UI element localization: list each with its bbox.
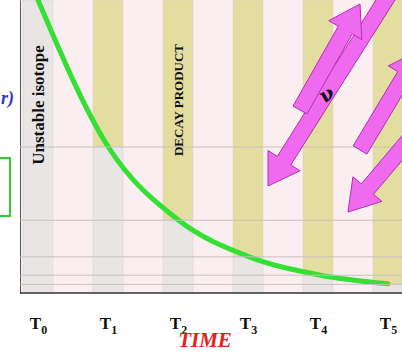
- x-axis-title: TIME: [178, 328, 232, 352]
- grid-line: [20, 256, 402, 257]
- x-tick: T0: [30, 293, 47, 337]
- x-tick: T3: [240, 293, 257, 337]
- y-tick: [20, 275, 402, 276]
- x-tick-label: T3: [240, 314, 257, 337]
- arrow: [293, 4, 362, 114]
- annotation: ν: [314, 80, 338, 108]
- x-tick: T5: [380, 293, 397, 337]
- arrow: [353, 50, 402, 154]
- arrow: [268, 0, 402, 186]
- bar: [163, 0, 193, 220]
- x-tick-label: T1: [100, 314, 117, 337]
- chart: T0T1T2T3T4T5TIMEUnstable isotopeDECAY PR…: [0, 0, 402, 354]
- x-axis-line: [20, 292, 402, 294]
- grid-line: [20, 275, 402, 276]
- y-tick: [20, 147, 402, 148]
- plot-background: [20, 0, 402, 293]
- y-tick: [20, 220, 402, 221]
- grid-line: [20, 220, 402, 221]
- x-tick-label: T4: [310, 314, 327, 337]
- x-tick-label: T0: [30, 314, 47, 337]
- y-tick: [20, 284, 402, 285]
- bar: [233, 0, 263, 256]
- grid-line: [20, 147, 402, 148]
- grid-line: [20, 284, 402, 285]
- annotation: r): [1, 88, 14, 109]
- x-tick: T4: [310, 293, 327, 337]
- y-tick: [20, 256, 402, 257]
- y-axis: [20, 1, 402, 294]
- series-label: DECAY PRODUCT: [171, 44, 186, 156]
- x-tick: T1: [100, 293, 117, 337]
- x-tick-label: T5: [380, 314, 397, 337]
- series-label: Unstable isotope: [29, 45, 48, 165]
- decay-curve: [38, 0, 388, 284]
- side-box: [0, 158, 10, 216]
